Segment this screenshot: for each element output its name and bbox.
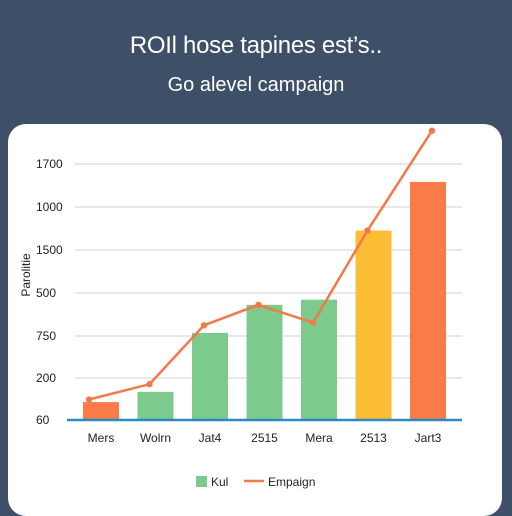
line-point	[85, 396, 93, 403]
chart-card: 1700 1000 1500 500 750 200 60 Parolitie Mers Wolr…	[8, 124, 502, 516]
y-tick-label: 200	[36, 371, 56, 385]
y-tick-label: 1000	[36, 200, 63, 214]
x-tick-label: Mera	[305, 431, 333, 445]
line-point	[428, 127, 436, 134]
y-tick-label: 60	[36, 413, 50, 427]
bar	[137, 391, 174, 420]
bar	[301, 299, 337, 420]
x-tick-label: Jart3	[415, 431, 442, 445]
x-tick-label: 2513	[360, 431, 387, 445]
x-tick-label: Mers	[88, 431, 115, 445]
line-point	[200, 322, 208, 329]
page-title: ROIl hose tapines est’s..	[129, 32, 383, 59]
bar	[192, 332, 228, 420]
bar	[246, 304, 283, 420]
legend-label: Kul	[211, 475, 228, 489]
y-tick-label: 750	[36, 329, 56, 343]
y-tick-label: 1700	[36, 157, 63, 171]
chart-area: 1700 1000 1500 500 750 200 60 Parolitie Mers Wolr…	[19, 127, 462, 489]
x-tick-label: 2515	[251, 431, 278, 445]
legend-label: Empaign	[268, 475, 315, 489]
y-tick-label: 1500	[36, 243, 63, 257]
y-tick-label: 500	[36, 286, 56, 300]
legend-swatch-square	[196, 476, 207, 487]
bar	[83, 402, 119, 420]
x-tick-label: Jat4	[199, 431, 222, 445]
line-point	[255, 301, 262, 308]
bar	[355, 230, 392, 420]
x-tick-label: Wolrn	[140, 431, 171, 445]
line-point	[364, 227, 371, 234]
bar	[410, 181, 446, 420]
y-axis-label: Parolitie	[19, 253, 33, 297]
line-point	[146, 380, 153, 388]
line-point	[309, 319, 317, 326]
page-subtitle: Go alevel campaign	[167, 74, 345, 96]
